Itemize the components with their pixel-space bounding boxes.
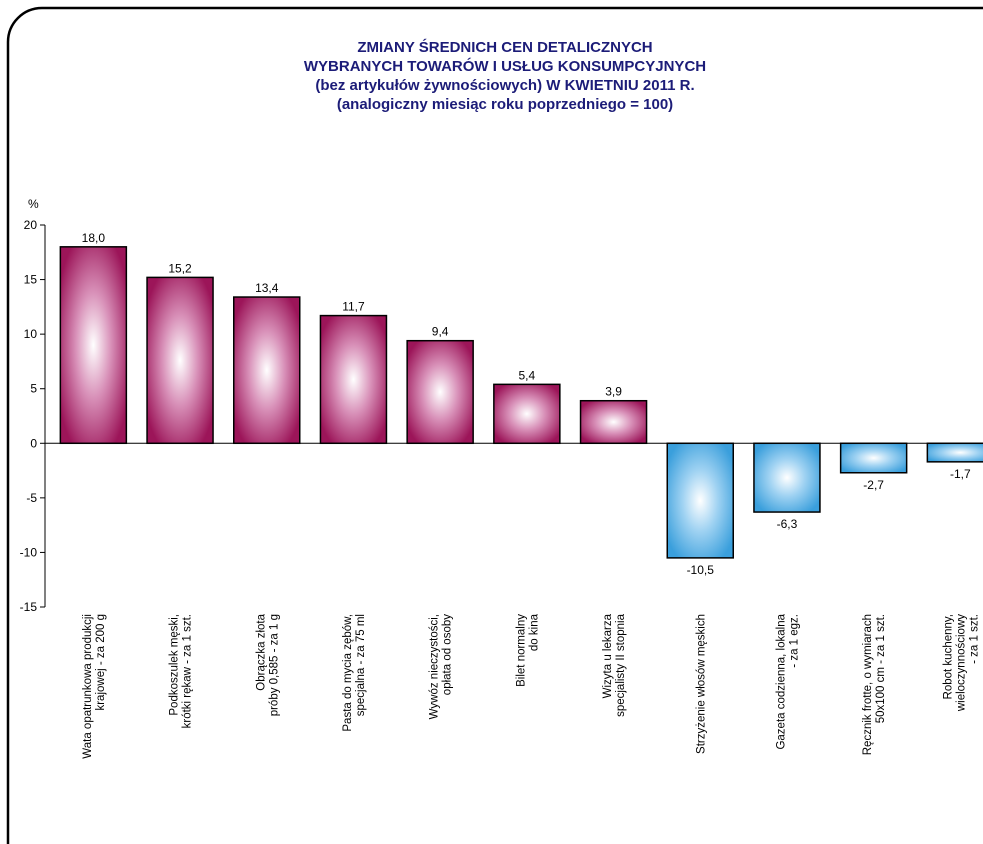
bar [146, 276, 214, 445]
chart-title: ZMIANY ŚREDNICH CEN DETALICZNYCH WYBRANYC… [304, 38, 706, 113]
x-tick-label: Wywóz nieczystości,opłata od osoby [429, 614, 454, 720]
bar [839, 442, 908, 474]
x-tick-label: Robot kuchenny,wieloczynnościowy- za 1 s… [942, 614, 980, 712]
x-tick-label: Obrączka złotapróby 0,585 - za 1 g [255, 613, 280, 716]
x-tick-label: Strzyżenie włosów męskich [695, 614, 707, 754]
y-tick-label: 15 [24, 273, 38, 287]
value-label: 11,7 [342, 300, 365, 314]
bar [579, 399, 648, 445]
value-label: 9,4 [432, 325, 449, 339]
y-axis-label: % [28, 197, 39, 211]
value-label: 13,4 [255, 281, 279, 295]
value-label: -1,7 [950, 467, 971, 481]
value-label: 15,2 [168, 261, 192, 275]
y-tick-label: -5 [26, 491, 37, 505]
bar [59, 246, 128, 445]
bar [493, 383, 561, 445]
value-label: 3,9 [605, 385, 622, 399]
x-tick-label: Pasta do mycia zębów,specjalna - za 75 m… [342, 614, 367, 732]
bar [406, 339, 474, 445]
value-label: -6,3 [777, 517, 798, 531]
y-tick-label: -15 [20, 600, 38, 614]
x-tick-label: Wizyta u lekarzaspecjalisty II stopnia [602, 613, 627, 717]
x-tick-label: Gazeta codzienna, lokalna- za 1 egz. [775, 613, 800, 749]
y-tick-label: 0 [30, 436, 37, 450]
y-tick-label: 5 [30, 382, 37, 396]
bar [233, 296, 301, 445]
bar [666, 442, 734, 559]
x-tick-label: Ręcznik frotte, o wymiarach50x100 cm - z… [862, 614, 887, 755]
y-tick-label: 20 [24, 218, 38, 232]
bar [926, 442, 983, 463]
value-label: 5,4 [519, 368, 536, 382]
x-tick-label: Wata opatrunkowa produkcjikrajowej - za … [82, 614, 107, 759]
value-label: -10,5 [687, 563, 715, 577]
bar [319, 314, 388, 445]
x-tick-label: Podkoszulek męski,krótki rękaw - za 1 sz… [169, 614, 194, 728]
value-label: -2,7 [863, 478, 884, 492]
y-tick-label: -10 [20, 545, 38, 559]
bar [753, 442, 821, 513]
x-tick-label: Bilet normalnydo kina [515, 613, 540, 686]
value-label: 18,0 [82, 231, 106, 245]
y-tick-label: 10 [24, 327, 38, 341]
frame [6, 6, 983, 844]
